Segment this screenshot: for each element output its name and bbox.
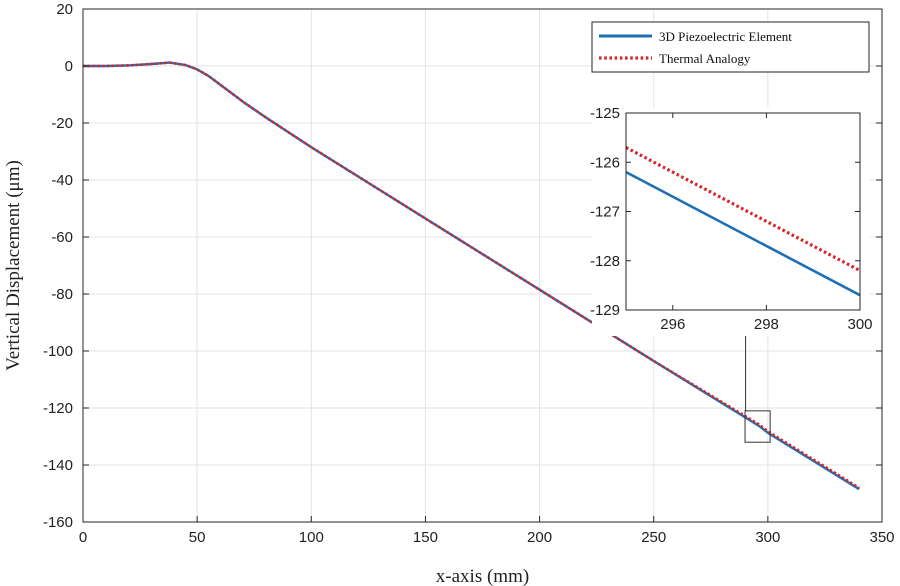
inset-series-line-piezoelectric (625, 170, 861, 297)
y-tick-label--40: -40 (51, 172, 73, 189)
main-series-lines (83, 61, 860, 491)
x-tick-label-350: 350 (869, 529, 894, 546)
y-tick-label--60: -60 (51, 229, 73, 246)
x-tick-label-250: 250 (641, 529, 666, 546)
inset-x-tick-label-300: 300 (847, 316, 872, 333)
x-tick-label-300: 300 (755, 529, 780, 546)
main-axes-frame (82, 8, 883, 523)
inset-y-tick-label--129: -129 (590, 302, 620, 319)
x-tick-label-150: 150 (413, 529, 438, 546)
y-tick-label--160: -160 (43, 514, 73, 531)
legend: 3D Piezoelectric Element Thermal Analogy (591, 21, 870, 73)
y-tick-label--80: -80 (51, 286, 73, 303)
legend-label-piezoelectric: 3D Piezoelectric Element (659, 29, 792, 44)
inset-y-tick-label--127: -127 (590, 204, 620, 221)
inset-y-tick-label--126: -126 (590, 154, 620, 171)
legend-box (591, 21, 870, 73)
inset-series-line-thermal (625, 146, 861, 273)
x-axis-label: x-axis (mm) (436, 566, 529, 586)
inset-zoom-plot: 296 298 300 -125 -126 -127 -128 -129 (590, 105, 873, 336)
y-axis-label: Vertical Displacement (μm) (3, 160, 24, 371)
inset-background (592, 107, 870, 336)
x-tick-label-100: 100 (299, 529, 324, 546)
inset-x-tick-label-296: 296 (660, 316, 685, 333)
zoom-box (744, 410, 771, 443)
y-tick-label-20: 20 (56, 1, 73, 18)
x-tick-label-50: 50 (189, 529, 206, 546)
inset-y-tick-label--125: -125 (590, 105, 620, 122)
x-tick-label-0: 0 (79, 529, 87, 546)
y-tick-label--20: -20 (51, 115, 73, 132)
main-tick-labels: 0 50 100 150 200 250 300 350200-20-40-60-80-100… (43, 1, 895, 546)
y-tick-label-0: 0 (65, 58, 73, 75)
inset-series-lines (625, 146, 861, 297)
y-tick-label--120: -120 (43, 400, 73, 417)
series-line-thermal (83, 61, 860, 489)
x-tick-label-200: 200 (527, 529, 552, 546)
inset-x-tick-label-298: 298 (754, 316, 779, 333)
inset-tick-labels: 296 298 300 -125 -126 -127 -128 -129 (590, 105, 873, 333)
inset-y-tick-label--128: -128 (590, 253, 620, 270)
y-tick-label--140: -140 (43, 457, 73, 474)
legend-label-thermal: Thermal Analogy (659, 51, 751, 66)
y-tick-label--100: -100 (43, 343, 73, 360)
